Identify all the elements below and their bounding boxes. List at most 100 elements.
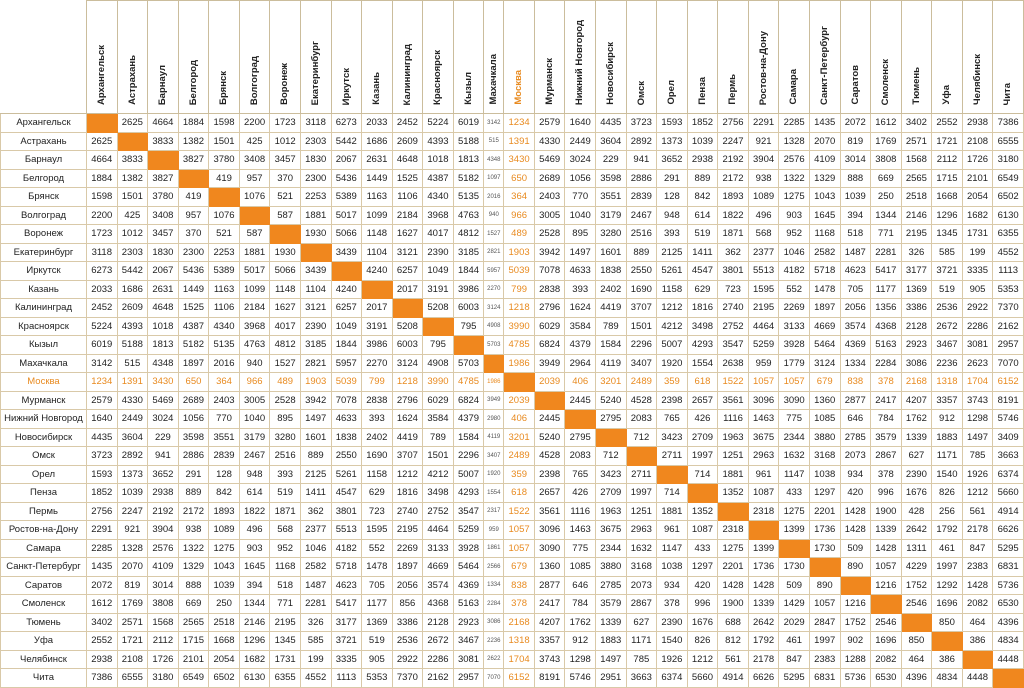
distance-cell: 2172	[177, 501, 210, 521]
distance-cell: 2795	[564, 427, 596, 447]
column-header: Махачкала	[483, 0, 505, 114]
distance-cell: 4908	[422, 353, 454, 373]
distance-cell: 2398	[656, 390, 688, 410]
column-header-label: Уфа	[941, 85, 953, 105]
distance-cell: 1963	[717, 427, 749, 447]
distance-cell: 3780	[147, 187, 179, 207]
distance-cell: 957	[177, 205, 210, 225]
distance-cell: 2839	[625, 187, 658, 207]
distance-cell: 1522	[503, 501, 535, 521]
distance-cell: 250	[208, 594, 240, 614]
distance-cell: 889	[625, 242, 658, 262]
distance-cell: 3663	[625, 668, 658, 688]
distance-cell: 712	[625, 427, 658, 447]
distance-cell: 2582	[299, 557, 332, 577]
distance-cell: 1723	[269, 113, 301, 133]
distance-cell: 2892	[625, 131, 658, 151]
distance-cell: 1057	[778, 372, 810, 392]
column-header: Иркутск	[330, 0, 363, 114]
distance-cell: 4419	[391, 427, 424, 447]
column-header-label: Новосибирск	[605, 42, 617, 105]
column-header-label: Екатеринбург	[309, 40, 321, 105]
distance-cell: 1593	[86, 464, 118, 484]
distance-cell: 826	[931, 483, 963, 503]
distance-cell: 890	[808, 575, 841, 595]
distance-cell: 1429	[778, 594, 810, 614]
distance-cell: 2125	[299, 464, 332, 484]
column-header: Уфа	[931, 0, 963, 114]
distance-cell: 934	[839, 464, 872, 484]
distance-cell: 2146	[238, 612, 271, 632]
distance-cell: 5436	[177, 261, 210, 281]
distance-cell: 6831	[808, 668, 841, 688]
distance-cell: 4812	[269, 335, 301, 355]
distance-cell: 2056	[391, 575, 424, 595]
distance-cell: 2579	[86, 390, 118, 410]
distance-cell: 406	[564, 372, 596, 392]
table-row: Чита 7386 6555 3180 6549 6502 6130 6355 4552 1113…	[0, 668, 1024, 688]
distance-cell: 4229	[900, 557, 933, 577]
distance-cell: 3707	[625, 298, 658, 318]
distance-cell: 856	[391, 594, 424, 614]
distance-cell: 7078	[533, 261, 566, 281]
distance-cell: 3579	[595, 594, 627, 614]
table-row: Кызыл 6019 5188 1813 5182 5135 4763 4812 3185 184…	[0, 335, 1024, 355]
distance-cell: 4834	[931, 668, 963, 688]
distance-cell: 1897	[391, 557, 424, 577]
table-row: Иркутск 6273 5442 2067 5436 5389 5017 5066 3439 4…	[0, 261, 1024, 281]
distance-cell: 3191	[422, 279, 454, 299]
distance-cell: 714	[686, 464, 719, 484]
distance-cell: 2518	[900, 187, 933, 207]
distance-cell: 464	[961, 612, 994, 632]
distance-cell: 2449	[116, 409, 149, 429]
distance-cell: 3096	[533, 520, 566, 540]
distance-cell: 2247	[116, 501, 149, 521]
column-header: Москва	[503, 0, 535, 114]
distance-cell: 3185	[299, 335, 332, 355]
row-header: Воронеж	[0, 224, 87, 244]
distance-cell: 5182	[452, 168, 485, 188]
distance-cell: 2195	[900, 224, 933, 244]
distance-cell: 842	[686, 187, 719, 207]
distance-cell: 3423	[595, 464, 627, 484]
distance-cell: 2452	[86, 298, 118, 318]
distance-cell: 425	[238, 131, 271, 151]
distance-cell: 3604	[595, 131, 627, 151]
distance-cell: 5135	[452, 187, 485, 207]
distance-cell: 5208	[391, 316, 424, 336]
distance-cell: 5066	[330, 224, 363, 244]
distance-cell: 1730	[778, 557, 810, 577]
row-header: Самара	[0, 538, 87, 558]
distance-cell: 1769	[116, 594, 149, 614]
distance-cell: 1039	[839, 187, 872, 207]
distance-cell: 1212	[656, 298, 688, 318]
distance-cell: 229	[147, 427, 179, 447]
distance-cell: 2489	[503, 446, 535, 466]
distance-cell: 629	[361, 483, 393, 503]
distance-cell: 7386	[86, 668, 118, 688]
distance-cell: 650	[177, 372, 210, 392]
distance-cell: 1627	[269, 298, 301, 318]
distance-cell: 2178	[747, 649, 780, 669]
distance-cell: 2886	[625, 168, 658, 188]
distance-cell: 1903	[299, 372, 332, 392]
distance-cell: 3880	[808, 427, 841, 447]
distance-cell: 7070	[483, 668, 505, 688]
distance-cell: 3124	[808, 353, 841, 373]
distance-cell: 1085	[808, 409, 841, 429]
distance-cell: 2938	[686, 150, 719, 170]
row-header: Махачкала	[0, 353, 87, 373]
distance-cell: 587	[238, 224, 271, 244]
distance-cell: 5703	[483, 335, 505, 355]
diagonal-cell	[808, 557, 841, 577]
distance-cell: 1598	[86, 187, 118, 207]
table-row: Астрахань 2625 3833 1382 1501 425 1012 2303 5442…	[0, 131, 1024, 151]
distance-cell: 1632	[625, 538, 658, 558]
distance-cell: 4212	[656, 316, 688, 336]
distance-cell: 370	[177, 224, 210, 244]
distance-cell: 2070	[808, 131, 841, 151]
distance-cell: 515	[483, 131, 505, 151]
distance-cell: 394	[839, 205, 872, 225]
distance-cell: 2281	[299, 594, 332, 614]
distance-cell: 3904	[147, 520, 179, 540]
